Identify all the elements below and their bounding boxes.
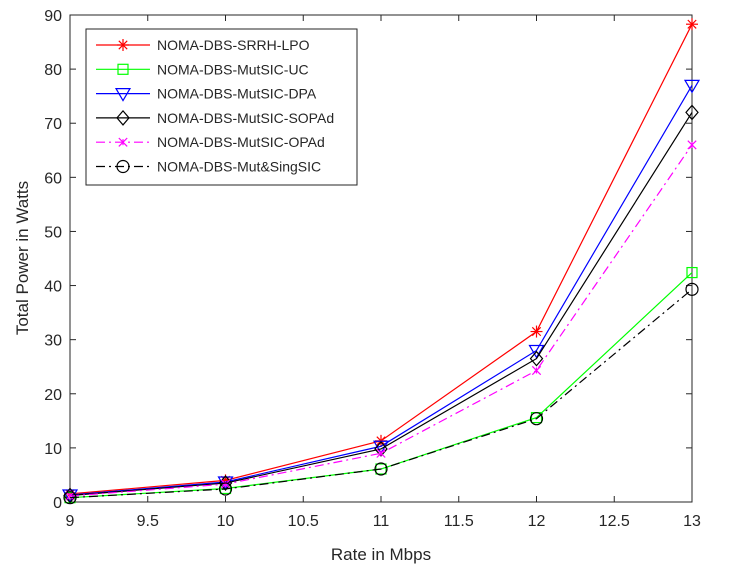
series-line [69, 85, 693, 496]
x-tick-label: 9 [66, 513, 75, 530]
data-point [685, 282, 699, 296]
data-point [686, 18, 698, 31]
y-axis-label: Total Power in Watts [13, 181, 32, 335]
series-line [69, 288, 693, 499]
series-line [69, 112, 693, 497]
y-tick-label: 10 [44, 441, 62, 458]
x-tick-label: 12 [528, 513, 546, 530]
legend-entry: NOMA-DBS-Mut&SingSIC [96, 159, 321, 175]
series-line [69, 144, 693, 497]
legend-box [85, 28, 358, 186]
legend-label: NOMA-DBS-MutSIC-OPAd [157, 134, 325, 150]
data-point [686, 266, 698, 279]
legend-label: NOMA-DBS-MutSIC-SOPAd [157, 110, 334, 126]
data-point [531, 365, 542, 376]
legend-label: NOMA-DBS-Mut&SingSIC [157, 159, 321, 175]
series-5 [63, 282, 699, 505]
legend-label: NOMA-DBS-SRRH-LPO [157, 37, 310, 53]
data-point [376, 448, 386, 458]
series-4 [65, 140, 697, 501]
data-point [687, 140, 697, 150]
data-point [65, 491, 75, 501]
data-point [685, 104, 699, 121]
x-tick-label: 10.5 [288, 513, 319, 530]
legend-entry: NOMA-DBS-SRRH-LPO [96, 37, 310, 53]
legend-marker [116, 159, 130, 174]
legend-marker [114, 87, 132, 102]
data-point [63, 491, 77, 505]
x-tick-label: 11.5 [444, 513, 474, 530]
legend-marker [117, 63, 129, 75]
data-point [375, 463, 387, 475]
x-axis-label: Rate in Mbps [331, 545, 431, 564]
y-tick-label: 0 [53, 495, 62, 512]
legend: NOMA-DBS-SRRH-LPO NOMA-DBS-MutSIC-UC NOMA-… [85, 28, 358, 186]
data-point [529, 412, 544, 426]
y-tick-label: 90 [44, 8, 62, 25]
legend-entry: NOMA-DBS-MutSIC-DPA [96, 86, 317, 102]
legend-label: NOMA-DBS-MutSIC-UC [157, 61, 309, 77]
legend-marker [116, 109, 130, 126]
y-tick-label: 40 [44, 279, 62, 296]
data-point [218, 482, 233, 496]
legend-entry: NOMA-DBS-MutSIC-OPAd [96, 134, 325, 150]
x-tick-label: 13 [683, 513, 701, 530]
x-tick-label: 10 [217, 513, 235, 530]
data-point [683, 79, 701, 94]
legend-label: NOMA-DBS-MutSIC-DPA [157, 86, 317, 102]
y-axis-ticks: 0 10 20 30 40 50 60 70 80 90 [44, 8, 692, 512]
y-tick-label: 50 [44, 224, 62, 241]
series-layer [61, 18, 701, 505]
y-tick-label: 20 [44, 387, 62, 404]
legend-entry: NOMA-DBS-MutSIC-SOPAd [96, 110, 334, 126]
data-point [529, 350, 544, 367]
legend-marker [117, 39, 129, 51]
y-tick-label: 60 [44, 170, 62, 187]
y-tick-label: 70 [44, 116, 62, 133]
data-point [220, 479, 231, 489]
data-point [528, 344, 545, 359]
x-tick-label: 9.5 [137, 513, 159, 530]
legend-entry: NOMA-DBS-MutSIC-UC [96, 61, 309, 77]
y-tick-label: 80 [44, 62, 62, 79]
x-tick-label: 11 [373, 513, 390, 530]
data-point [374, 462, 388, 476]
x-axis-ticks: 9 9.5 10 10.5 11 11.5 12 12.5 13 [66, 15, 701, 530]
data-point [530, 325, 543, 338]
x-tick-label: 12.5 [599, 513, 630, 530]
legend-marker [118, 137, 128, 147]
y-tick-label: 30 [44, 333, 62, 350]
